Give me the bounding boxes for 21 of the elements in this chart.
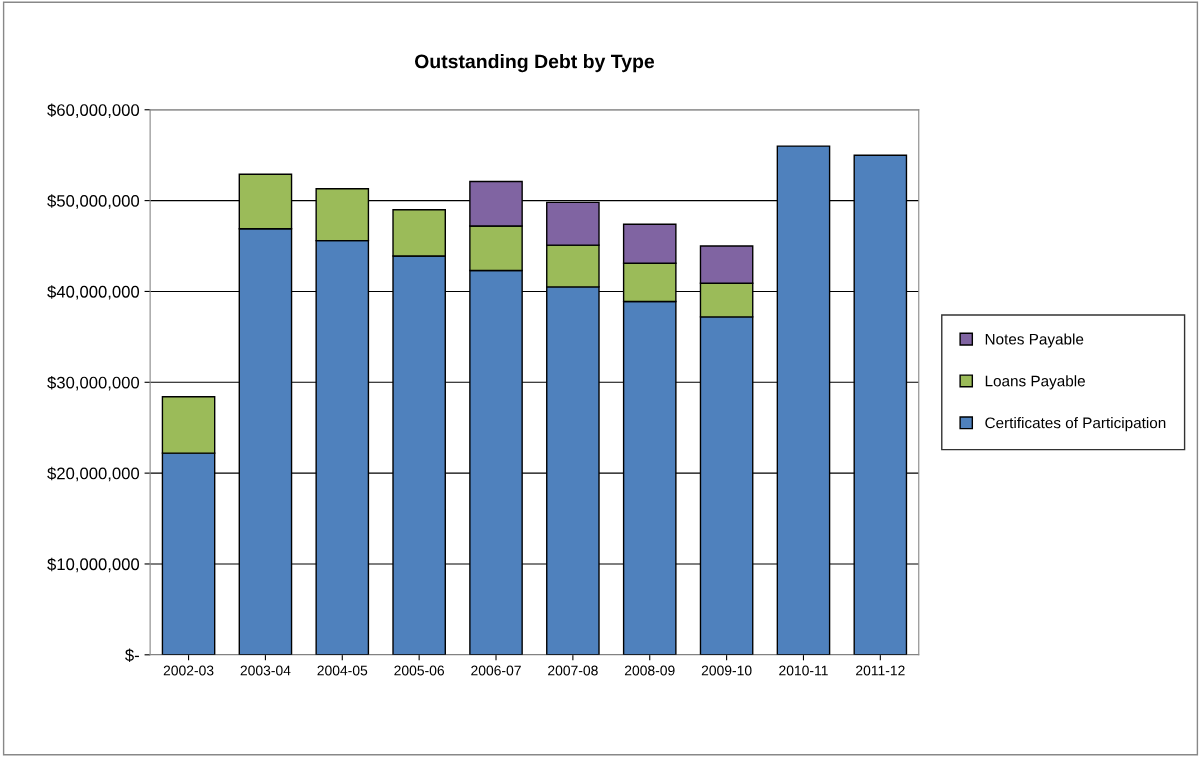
y-tick-label: $60,000,000 bbox=[47, 103, 140, 118]
x-tick-label: 2006-07 bbox=[471, 665, 521, 676]
x-tick-label: 2007-08 bbox=[548, 665, 598, 676]
y-tick-label: $10,000,000 bbox=[47, 557, 140, 573]
y-tick-label: $20,000,000 bbox=[47, 466, 140, 482]
x-tick-label: 2002-03 bbox=[163, 665, 214, 676]
x-tick-label: 2010-11 bbox=[779, 665, 828, 676]
x-tick-label: 2009-10 bbox=[701, 665, 752, 676]
x-tick-label: 2003-04 bbox=[240, 665, 291, 676]
chart-title: Outstanding Debt by Type bbox=[414, 54, 655, 73]
y-tick-label: $40,000,000 bbox=[47, 285, 140, 300]
x-tick-label: 2008-09 bbox=[624, 665, 675, 676]
x-tick-label: 2004-05 bbox=[317, 665, 368, 676]
x-tick-label: 2011-12 bbox=[856, 665, 905, 676]
legend-label: Notes Payable bbox=[985, 333, 1084, 348]
y-tick-label: $50,000,000 bbox=[47, 194, 140, 209]
y-tick-label: $30,000,000 bbox=[47, 375, 140, 391]
legend-label: Certificates of Participation bbox=[985, 417, 1166, 432]
legend-label: Loans Payable bbox=[985, 375, 1085, 390]
y-tick-label: $- bbox=[125, 648, 139, 662]
x-tick-label: 2005-06 bbox=[394, 665, 445, 676]
